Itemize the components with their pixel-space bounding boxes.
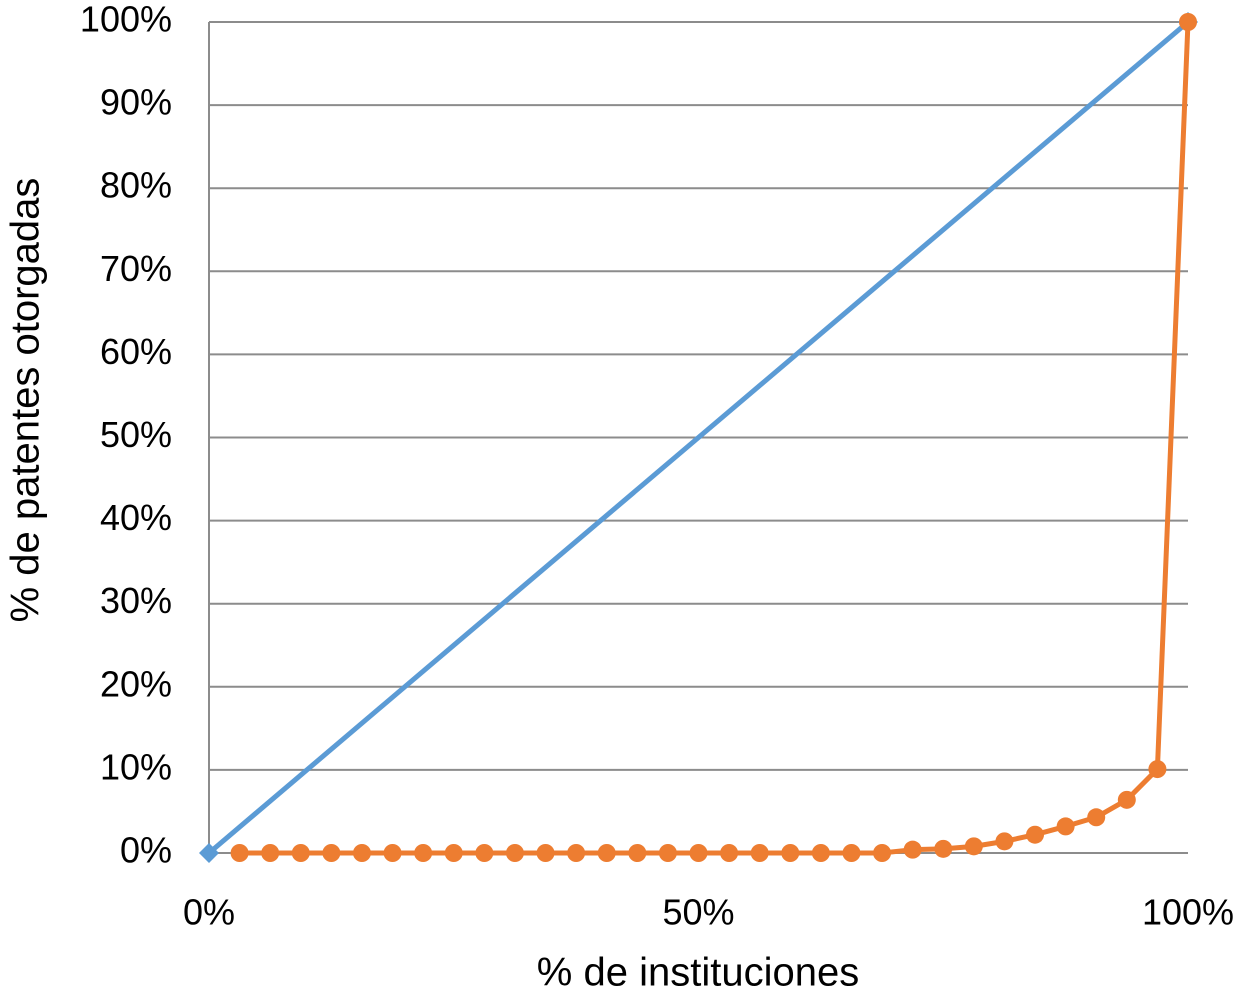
y-tick-label: 0%	[120, 830, 172, 871]
marker	[199, 843, 219, 863]
y-tick-label: 70%	[100, 248, 172, 289]
marker	[1026, 825, 1045, 844]
y-tick-label: 10%	[100, 746, 172, 787]
marker	[505, 844, 524, 862]
marker	[414, 844, 433, 862]
marker	[873, 844, 892, 862]
x-tick-label: 100%	[1142, 892, 1234, 933]
y-tick-label: 80%	[100, 165, 172, 206]
marker	[750, 844, 769, 862]
marker	[720, 844, 739, 862]
marker	[1117, 790, 1136, 809]
marker	[781, 844, 800, 862]
marker	[567, 844, 586, 862]
marker	[322, 844, 341, 862]
marker	[1179, 13, 1197, 31]
y-tick-label: 40%	[100, 497, 172, 538]
marker	[291, 844, 310, 862]
marker	[964, 837, 983, 856]
y-tick-label: 90%	[100, 82, 172, 123]
y-tick-label: 50%	[100, 414, 172, 455]
x-tick-label: 50%	[662, 892, 734, 933]
marker	[1148, 760, 1167, 779]
marker	[934, 839, 953, 858]
marker	[903, 840, 922, 859]
x-axis-title: % de instituciones	[537, 951, 859, 995]
marker	[1087, 808, 1106, 827]
marker	[261, 844, 280, 862]
y-tick-label: 60%	[100, 331, 172, 372]
marker	[995, 832, 1014, 851]
y-axis-title: % de patentes otorgadas	[4, 178, 48, 623]
marker	[689, 844, 708, 862]
marker	[811, 844, 830, 862]
marker	[444, 844, 463, 862]
y-tick-label: 100%	[80, 0, 172, 40]
y-tick-label: 20%	[100, 663, 172, 704]
x-tick-label: 0%	[183, 892, 235, 933]
marker	[352, 844, 371, 862]
y-tick-label: 30%	[100, 580, 172, 621]
marker	[1056, 817, 1075, 836]
marker	[628, 844, 647, 862]
marker	[658, 844, 677, 862]
marker	[842, 844, 861, 862]
series-line	[207, 20, 1190, 855]
marker	[475, 844, 494, 862]
marker	[383, 844, 402, 862]
marker	[536, 844, 555, 862]
marker	[230, 844, 249, 862]
marker	[597, 844, 616, 862]
